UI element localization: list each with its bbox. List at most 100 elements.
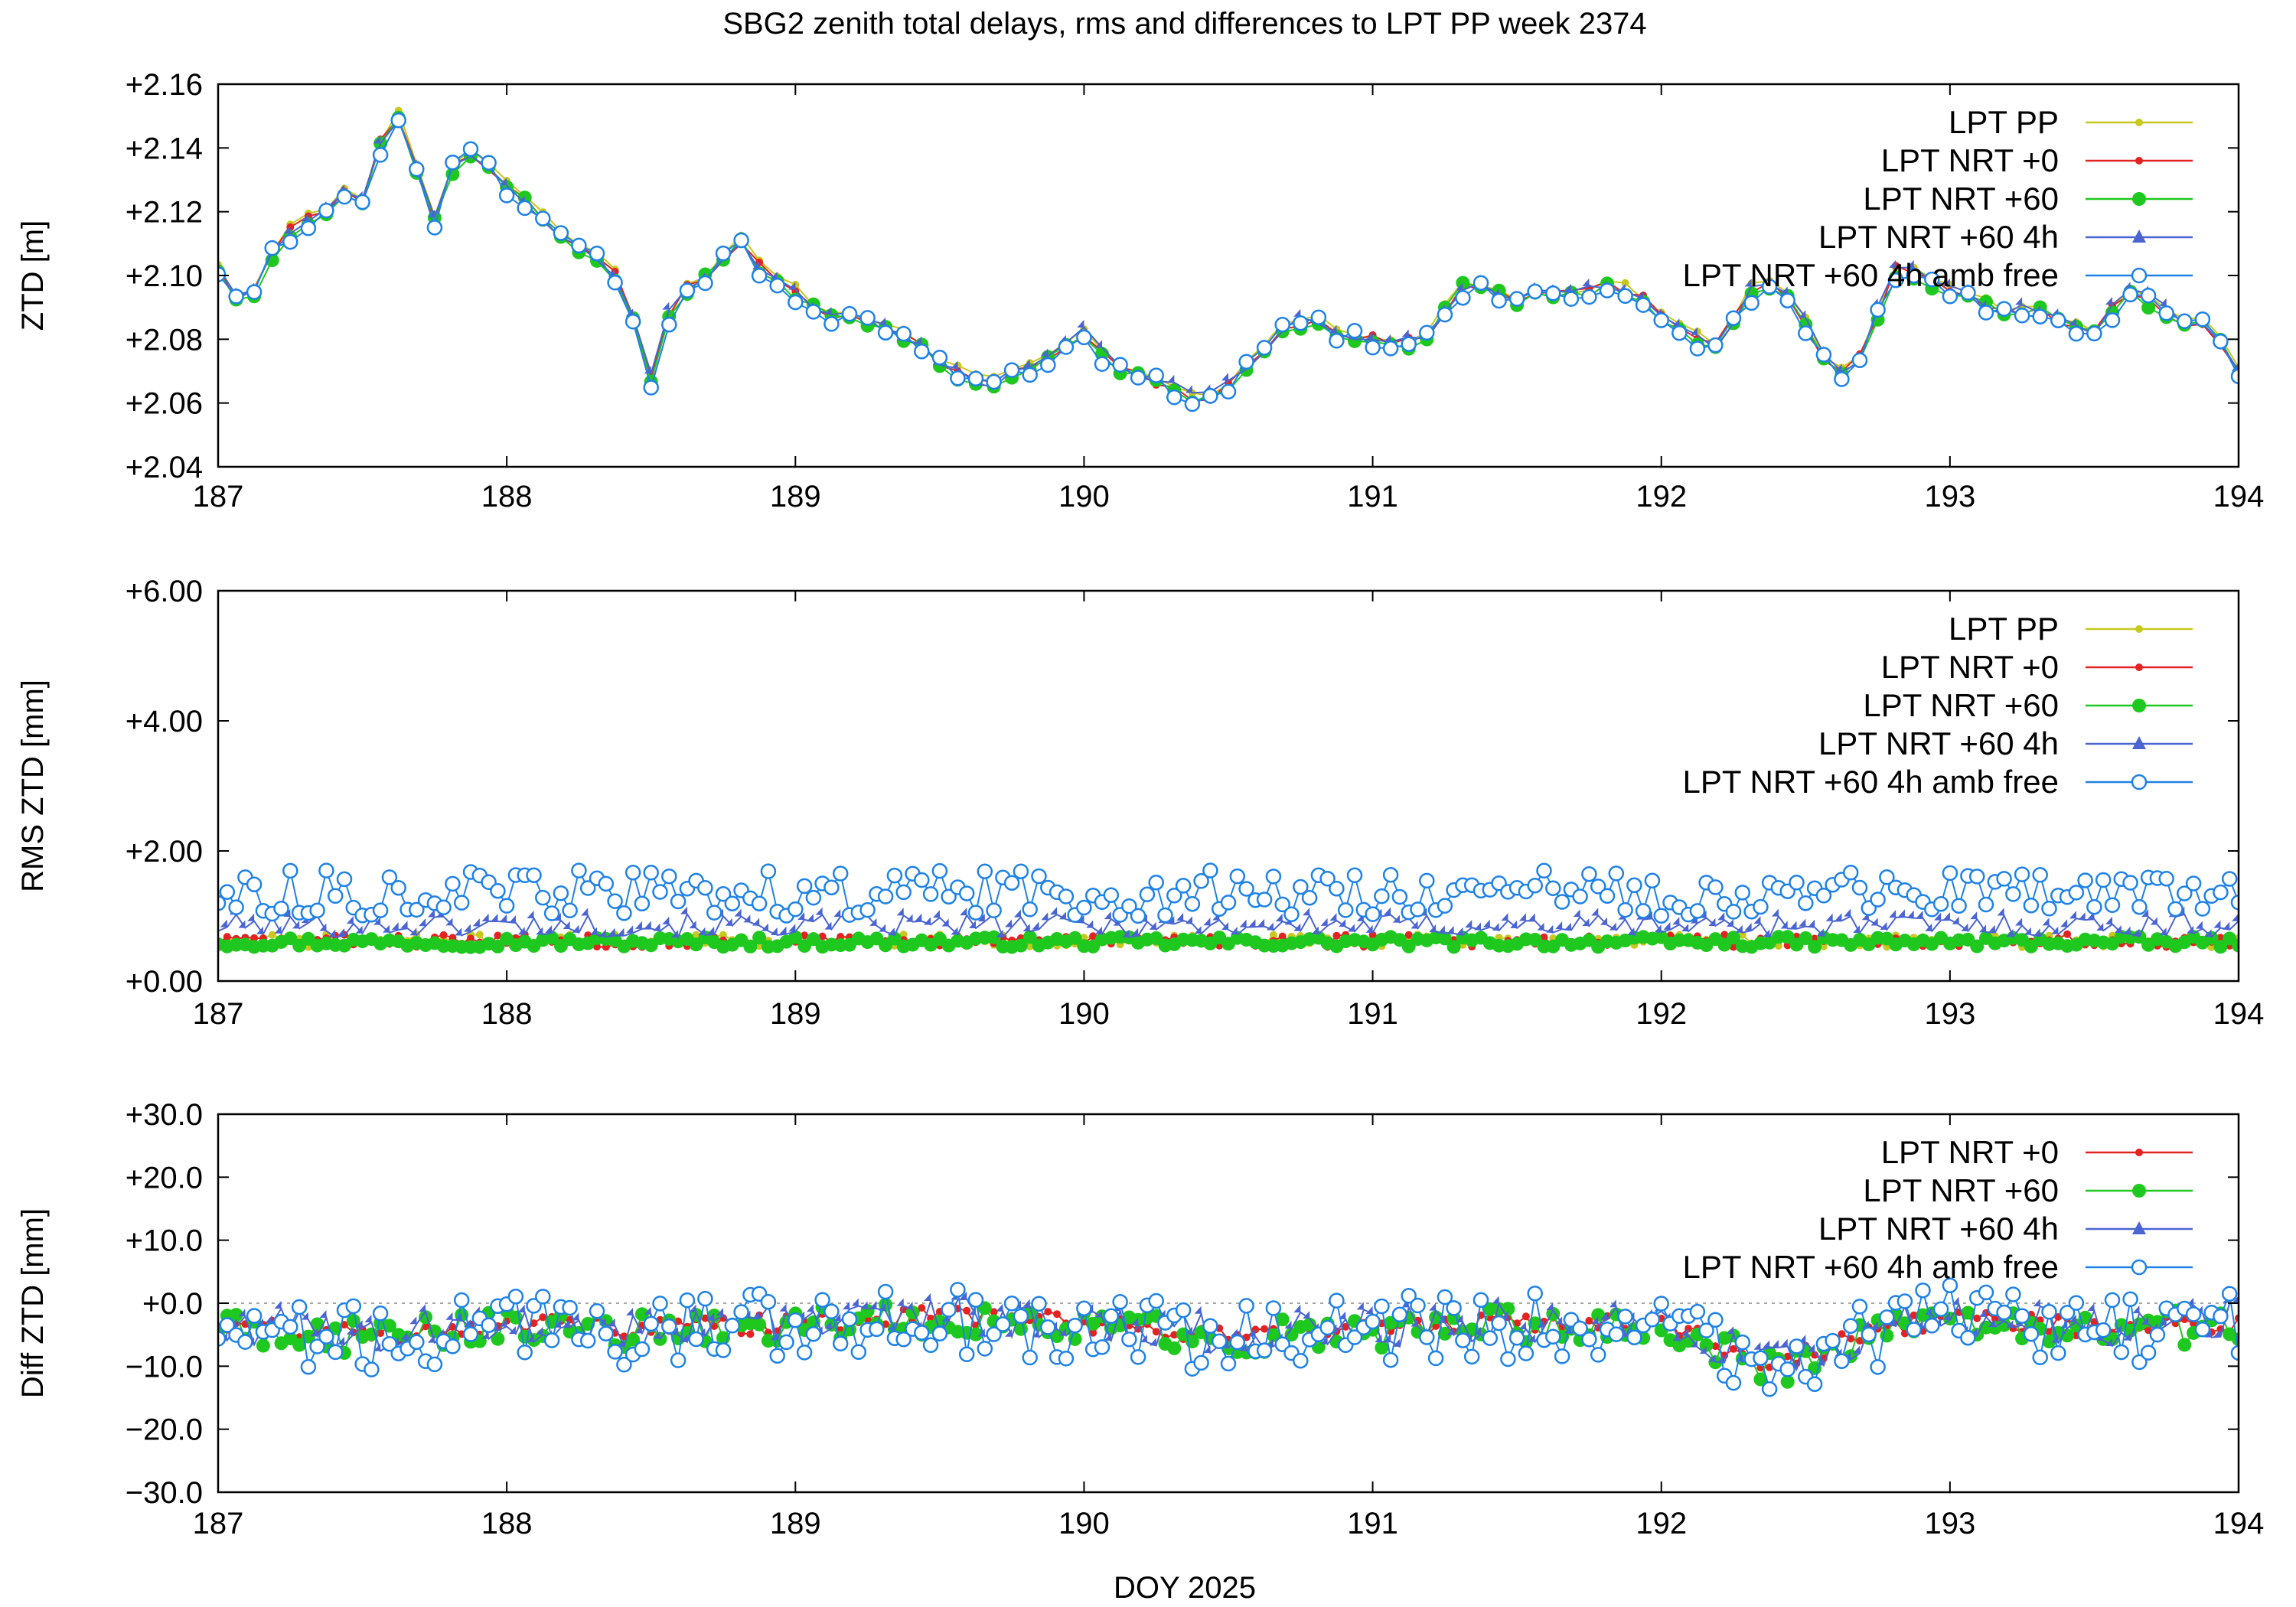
data-point bbox=[535, 210, 551, 227]
data-point bbox=[246, 1308, 263, 1324]
data-point bbox=[1591, 1316, 1599, 1325]
data-point bbox=[715, 886, 732, 902]
data-point bbox=[229, 1308, 243, 1322]
data-point bbox=[951, 360, 958, 369]
data-point bbox=[879, 317, 886, 325]
data-point bbox=[268, 931, 276, 939]
data-point bbox=[914, 1325, 930, 1341]
legend-label: LPT NRT +0 bbox=[1881, 649, 2059, 685]
data-point bbox=[1842, 865, 1859, 881]
data-point bbox=[563, 1319, 570, 1328]
data-point bbox=[1329, 333, 1345, 349]
data-point bbox=[1510, 920, 1518, 928]
data-point bbox=[692, 931, 700, 939]
data-point bbox=[481, 155, 497, 171]
data-point bbox=[716, 1308, 724, 1316]
series-lpt-nrt-60-4h-amb-free bbox=[218, 862, 2239, 924]
data-point bbox=[1455, 289, 1471, 306]
data-point bbox=[769, 1348, 785, 1364]
data-point bbox=[877, 324, 894, 341]
data-point bbox=[1545, 880, 1561, 896]
data-point bbox=[1329, 325, 1337, 334]
data-point bbox=[2032, 1349, 2048, 1366]
data-point bbox=[292, 921, 300, 929]
data-point bbox=[1346, 323, 1363, 339]
data-point bbox=[282, 1319, 298, 1335]
data-point bbox=[219, 1317, 236, 1333]
data-point bbox=[2141, 909, 2149, 918]
data-point bbox=[1961, 1305, 1975, 1320]
data-point bbox=[607, 893, 623, 909]
data-point bbox=[833, 909, 841, 918]
data-point bbox=[2232, 938, 2239, 953]
data-point bbox=[1050, 907, 1058, 915]
data-point bbox=[752, 918, 760, 926]
data-point bbox=[494, 931, 502, 940]
data-point bbox=[2023, 897, 2040, 914]
data-point bbox=[219, 884, 236, 900]
data-point bbox=[887, 927, 895, 936]
x-tick-label: 192 bbox=[1636, 480, 1687, 513]
data-point bbox=[662, 302, 670, 310]
data-point bbox=[987, 930, 1001, 944]
data-point bbox=[1599, 888, 1616, 904]
data-point bbox=[859, 310, 876, 326]
data-point bbox=[1022, 901, 1038, 918]
data-point bbox=[1672, 1333, 1680, 1341]
legend-item-lpt-nrt-60-4h: LPT NRT +60 4h bbox=[1818, 219, 2193, 255]
data-point bbox=[1058, 911, 1066, 920]
data-point bbox=[823, 316, 840, 332]
data-point bbox=[1437, 925, 1445, 934]
x-tick-label: 190 bbox=[1058, 1507, 1110, 1540]
legend-marker bbox=[2132, 1221, 2146, 1234]
data-point bbox=[1185, 385, 1192, 393]
data-point bbox=[1825, 1332, 1841, 1349]
data-point bbox=[851, 1298, 859, 1306]
data-point bbox=[661, 868, 677, 885]
data-point bbox=[2087, 1303, 2095, 1312]
data-point bbox=[1932, 1301, 1949, 1317]
data-point bbox=[1952, 916, 1959, 924]
data-point bbox=[1311, 926, 1319, 934]
data-point bbox=[1644, 872, 1661, 889]
data-point bbox=[572, 1312, 579, 1321]
data-point bbox=[1005, 919, 1013, 927]
data-point bbox=[1238, 1298, 1254, 1314]
data-point bbox=[841, 1311, 858, 1328]
x-tick-label: 187 bbox=[193, 1507, 244, 1540]
data-point bbox=[797, 911, 805, 920]
data-point bbox=[977, 863, 993, 879]
x-tick-label: 189 bbox=[770, 997, 821, 1031]
data-point bbox=[218, 266, 227, 282]
data-point bbox=[2113, 1344, 2130, 1361]
data-point bbox=[1572, 888, 1588, 905]
data-point bbox=[643, 865, 659, 881]
data-point bbox=[1626, 877, 1642, 894]
data-point bbox=[743, 914, 751, 923]
data-point bbox=[1293, 878, 1309, 895]
data-point bbox=[491, 939, 505, 953]
data-point bbox=[869, 1301, 877, 1309]
data-point bbox=[2221, 871, 2238, 887]
x-tick-label: 193 bbox=[1924, 997, 1975, 1031]
data-point bbox=[2041, 1304, 2057, 1320]
data-point bbox=[453, 895, 470, 911]
data-point bbox=[924, 1292, 931, 1301]
data-point bbox=[1274, 316, 1290, 333]
data-point bbox=[1022, 930, 1037, 944]
data-point bbox=[341, 1321, 348, 1329]
data-point bbox=[1942, 1312, 1950, 1320]
data-point bbox=[2132, 928, 2140, 937]
data-point bbox=[1838, 1330, 1846, 1338]
data-point bbox=[1879, 1309, 1895, 1325]
data-point bbox=[1727, 931, 1740, 945]
data-point bbox=[644, 921, 651, 929]
data-point bbox=[1365, 332, 1373, 341]
data-point bbox=[671, 930, 679, 938]
data-point bbox=[1879, 869, 1895, 885]
data-point bbox=[634, 895, 651, 912]
data-point bbox=[507, 1288, 524, 1305]
data-point bbox=[608, 1318, 615, 1326]
data-point bbox=[2069, 1314, 2076, 1322]
data-point bbox=[918, 1304, 926, 1312]
